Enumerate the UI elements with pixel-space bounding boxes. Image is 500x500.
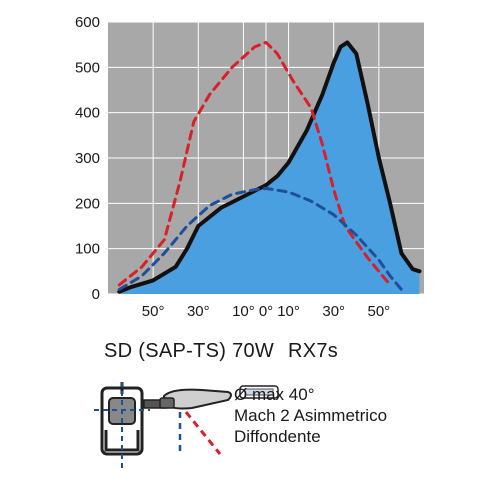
- series-line-1: [117, 40, 392, 287]
- series-fill-0: [119, 42, 420, 295]
- x-tick-label: 0°: [259, 303, 273, 320]
- x-tick-label: 30°: [187, 303, 210, 320]
- product-title: SD (SAP-TS) 70W RX7s: [104, 340, 338, 363]
- product-part-sd: SD: [104, 340, 133, 362]
- luminaire-illustration: [92, 372, 279, 472]
- x-axis-ticks: 50° 30° 10° 0° 10° 30° 50°: [142, 303, 390, 320]
- x-tick-label: 10°: [232, 303, 255, 320]
- x-tick-label: 50°: [142, 303, 165, 320]
- y-tick-label: 200: [75, 195, 100, 212]
- y-tick-label: 300: [75, 150, 100, 167]
- x-tick-label: 10°: [277, 303, 300, 320]
- series-line-0: [117, 40, 422, 294]
- y-tick-label: 0: [92, 286, 100, 303]
- y-tick-label: 400: [75, 105, 100, 122]
- y-axis-ticks: 0 100 200 300 400 500 600: [75, 14, 100, 303]
- legend-angle: Ø max 40°: [234, 385, 315, 404]
- product-part-power: 70W: [232, 340, 275, 362]
- legend-diffusing: Diffondente: [234, 427, 321, 446]
- legend-asymmetric: Mach 2 Asimmetrico: [234, 406, 388, 425]
- product-part-type: (SAP-TS): [138, 340, 227, 362]
- y-tick-label: 100: [75, 241, 100, 258]
- beam-legend: Ø max 40° Mach 2 Asimmetrico Diffondente: [234, 384, 387, 447]
- y-tick-label: 600: [75, 14, 100, 31]
- luminaire-icon: [94, 382, 279, 470]
- x-tick-label: 30°: [322, 303, 345, 320]
- plot-area: [108, 21, 424, 295]
- product-part-socket: RX7s: [287, 340, 339, 362]
- y-tick-label: 500: [75, 59, 100, 76]
- series-line-2: [117, 186, 403, 291]
- x-tick-label: 50°: [368, 303, 391, 320]
